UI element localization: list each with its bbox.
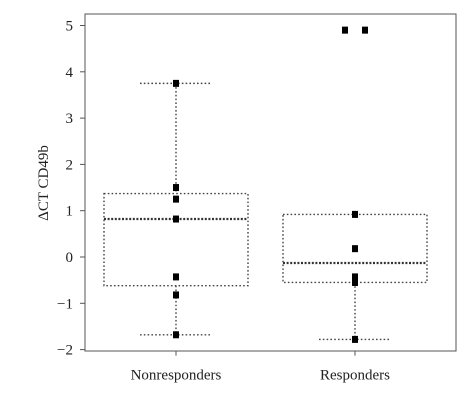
x-tick-label: Responders bbox=[320, 368, 390, 384]
y-tick-label: 0 bbox=[66, 250, 74, 266]
y-axis-title: ΔCT CD49b bbox=[36, 145, 52, 221]
iqr-box bbox=[103, 192, 249, 287]
y-tick-label: 5 bbox=[66, 19, 74, 35]
box-responders bbox=[282, 26, 428, 343]
data-point bbox=[173, 79, 179, 87]
data-point bbox=[173, 195, 179, 203]
data-point bbox=[342, 26, 348, 34]
data-point bbox=[352, 278, 358, 286]
y-tick-label: 3 bbox=[66, 111, 74, 127]
data-point bbox=[352, 273, 358, 281]
data-point bbox=[352, 245, 358, 253]
y-tick-label: 4 bbox=[66, 65, 74, 81]
box-nonresponders bbox=[103, 79, 249, 339]
data-point bbox=[352, 210, 358, 218]
y-tick-label: −2 bbox=[57, 343, 73, 359]
y-tick-label: 1 bbox=[66, 204, 74, 220]
box-series bbox=[103, 26, 428, 343]
data-point bbox=[352, 335, 358, 343]
data-point bbox=[173, 184, 179, 192]
data-point bbox=[173, 273, 179, 281]
data-point bbox=[362, 26, 368, 34]
data-point bbox=[173, 291, 179, 299]
data-point bbox=[173, 331, 179, 339]
plot-frame bbox=[84, 13, 457, 352]
y-axis-ticks: −2 −1 0 1 2 3 4 5 bbox=[57, 19, 85, 359]
y-tick-label: −1 bbox=[57, 296, 73, 312]
x-axis-ticks: Nonresponders Responders bbox=[131, 350, 390, 384]
y-tick-label: 2 bbox=[66, 157, 74, 173]
x-tick-label: Nonresponders bbox=[131, 368, 222, 384]
data-point bbox=[173, 215, 179, 223]
